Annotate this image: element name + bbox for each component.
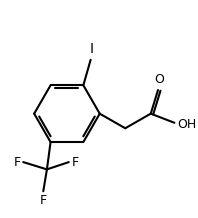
- Text: F: F: [13, 156, 21, 169]
- Text: I: I: [89, 42, 93, 56]
- Text: F: F: [71, 156, 79, 169]
- Text: O: O: [154, 73, 164, 86]
- Text: OH: OH: [177, 118, 196, 131]
- Text: F: F: [40, 194, 47, 207]
